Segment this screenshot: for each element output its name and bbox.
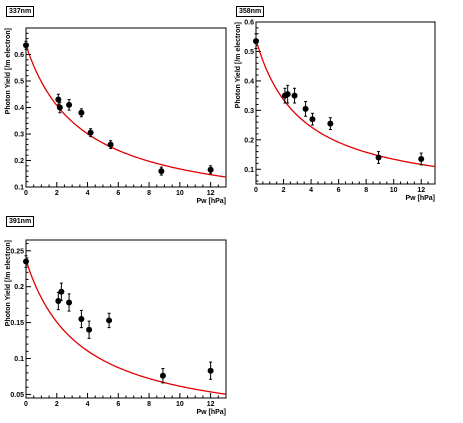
data-point (78, 316, 85, 322)
data-point (86, 326, 93, 333)
data-point (56, 104, 63, 111)
y-tick-label: 0.15 (10, 320, 24, 327)
x-tick-label: 10 (176, 190, 184, 197)
y-tick-label: 0.2 (244, 137, 254, 144)
data-point (106, 317, 113, 324)
x-tick-label: 4 (309, 187, 313, 194)
y-axis-label: Photon Yield [/m electron] (5, 28, 12, 114)
data-point (327, 120, 334, 127)
x-tick-label: 6 (116, 190, 120, 197)
data-point (291, 92, 298, 99)
y-tick-label: 0.1 (14, 356, 24, 363)
data-point (302, 105, 309, 112)
chart-title: 358nm (236, 6, 265, 17)
data-point (107, 141, 114, 148)
data-point (87, 129, 94, 136)
plot-frame (25, 27, 227, 188)
x-tick-label: 10 (176, 401, 184, 408)
y-tick-label: 0.5 (244, 49, 254, 56)
y-tick-label: 0.1 (14, 185, 24, 192)
x-tick-label: 6 (116, 401, 120, 408)
y-tick-label: 0.5 (14, 79, 24, 86)
x-tick-label: 12 (417, 187, 425, 194)
x-axis-label: Pw [hPa] (196, 198, 226, 205)
y-tick-label: 0.6 (14, 52, 24, 59)
data-point (159, 372, 166, 379)
data-point (207, 367, 214, 374)
x-tick-label: 12 (207, 401, 215, 408)
chart-title: 391nm (6, 216, 35, 227)
x-tick-label: 2 (55, 401, 59, 408)
y-axis-label: Photon Yield [/m electron] (235, 22, 242, 108)
y-tick-label: 0.1 (244, 167, 254, 174)
x-axis-label: Pw [hPa] (196, 409, 226, 416)
y-tick-label: 0.4 (244, 78, 254, 85)
x-axis-label: Pw [hPa] (405, 195, 435, 202)
chart-canvas: 0 2 4 6 8 10 12 0.1 0.2 0.3 0.4 0.5 0.6 Pw [hPa] Photo… (5, 27, 227, 205)
chart-canvas: 0 2 4 6 8 10 12 0.05 0.1 0.15 0.2 0.25 Pw [hPa] Photo… (5, 239, 227, 416)
data-point (58, 288, 65, 295)
y-axis-label: Photon Yield [/m electron] (5, 240, 12, 326)
y-tick-label: 0.6 (244, 20, 254, 27)
chart-panel-358nm: 358nm 0 2 4 6 8 10 12 0.1 0.2 0.3 0.4 0.5 0.6 Pw [hPa… (232, 0, 463, 211)
y-tick-label: 0.2 (14, 158, 24, 165)
y-tick-label: 0.3 (14, 132, 24, 139)
x-tick-label: 8 (147, 401, 151, 408)
y-tick-label: 0.3 (244, 108, 254, 115)
x-tick-label: 0 (254, 187, 258, 194)
x-tick-label: 8 (364, 187, 368, 194)
chart-title: 337nm (6, 6, 35, 17)
y-tick-label: 0.25 (10, 248, 24, 255)
chart-panel-391nm: 391nm 0 2 4 6 8 10 12 0.05 0.1 0.15 0.2 0.25 Pw [hPa… (0, 212, 231, 423)
x-tick-label: 2 (55, 190, 59, 197)
chart-panel-337nm: 337nm 0 2 4 6 8 10 12 0.1 0.2 0.3 0.4 0.5 0.6 Pw [hPa… (0, 0, 231, 211)
fit-curve (25, 45, 227, 178)
x-tick-label: 4 (86, 190, 90, 197)
fit-curve (255, 39, 436, 168)
plot-frame (25, 239, 227, 399)
data-point (207, 166, 214, 173)
data-point (375, 154, 382, 161)
x-tick-label: 2 (282, 187, 286, 194)
y-tick-label: 0.4 (14, 105, 24, 112)
chart-canvas: 0 2 4 6 8 10 12 0.1 0.2 0.3 0.4 0.5 0.6 Pw [hPa] Photo… (235, 20, 436, 202)
fit-curve (25, 259, 227, 395)
x-tick-label: 6 (337, 187, 341, 194)
data-point (158, 168, 165, 175)
data-point (284, 91, 291, 98)
data-point (55, 298, 62, 305)
x-tick-label: 0 (24, 190, 28, 197)
data-point (55, 96, 62, 103)
x-tick-label: 4 (86, 401, 90, 408)
x-tick-label: 8 (147, 190, 151, 197)
y-tick-label: 0.2 (14, 284, 24, 291)
data-point (253, 38, 259, 45)
x-tick-label: 12 (207, 190, 215, 197)
data-point (309, 116, 316, 123)
data-point (66, 299, 73, 306)
x-tick-label: 10 (390, 187, 398, 194)
data-point (78, 109, 85, 116)
data-point (418, 155, 425, 162)
plot-frame (255, 21, 436, 185)
x-tick-label: 0 (24, 401, 28, 408)
data-point (23, 42, 29, 49)
y-tick-label: 0.05 (10, 392, 24, 399)
data-point (66, 101, 73, 108)
data-point (23, 258, 29, 265)
